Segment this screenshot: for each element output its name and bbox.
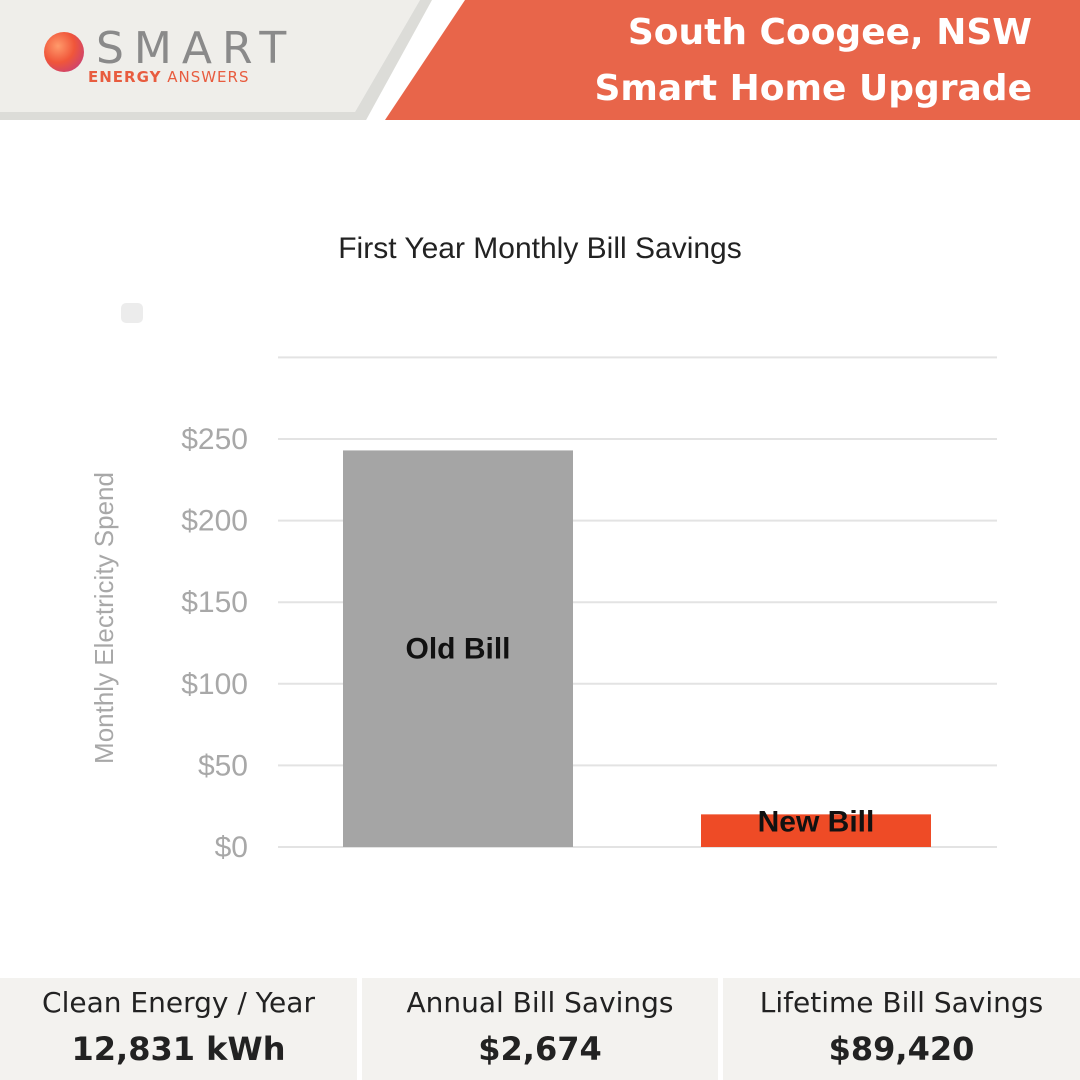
stat-annual-savings: Annual Bill Savings $2,674 <box>362 978 718 1080</box>
y-tick-label: $200 <box>181 505 248 538</box>
chart-title: First Year Monthly Bill Savings <box>338 232 742 265</box>
header-orange-panel <box>385 0 1080 120</box>
header-subtitle: Smart Home Upgrade <box>594 68 1032 109</box>
y-tick-label: $150 <box>181 586 248 619</box>
bar-new-bill <box>701 814 931 847</box>
stat-lifetime-savings-value: $89,420 <box>828 1030 975 1068</box>
y-tick-label: $250 <box>181 423 248 456</box>
y-tick-label: $0 <box>215 831 248 864</box>
header-grey-panel <box>0 0 420 112</box>
bar-layer: Old Bill New Bill <box>343 450 931 847</box>
stat-annual-savings-value: $2,674 <box>478 1030 602 1068</box>
stat-clean-energy: Clean Energy / Year 12,831 kWh <box>0 978 357 1080</box>
y-axis-label: Monthly Electricity Spend <box>89 472 119 764</box>
logo-tagline-rest: ANSWERS <box>161 68 250 86</box>
logo-icon <box>44 32 84 72</box>
y-axis-ticks: $0 $50 $100 $150 $200 $250 <box>181 423 248 864</box>
logo-tagline-bold: ENERGY <box>88 68 162 86</box>
bill-savings-chart: First Year Monthly Bill Savings $0 $50 $10… <box>89 232 997 864</box>
logo-tagline: ENERGY ANSWERS <box>88 68 249 86</box>
stat-annual-savings-label: Annual Bill Savings <box>406 986 674 1019</box>
stat-lifetime-savings-label: Lifetime Bill Savings <box>759 986 1044 1019</box>
y-tick-label: $100 <box>181 668 248 701</box>
logo-wordmark: SMART <box>96 23 297 74</box>
bar-label-old-bill: Old Bill <box>406 633 511 666</box>
stat-lifetime-savings: Lifetime Bill Savings $89,420 <box>723 978 1080 1080</box>
legend-swatch <box>121 303 143 323</box>
stat-clean-energy-value: 12,831 kWh <box>71 1030 286 1068</box>
bar-label-new-bill: New Bill <box>758 805 875 838</box>
stat-clean-energy-label: Clean Energy / Year <box>42 986 315 1019</box>
y-tick-label: $50 <box>198 749 248 782</box>
header-location: South Coogee, NSW <box>627 12 1032 53</box>
header-background <box>0 0 1080 120</box>
bar-old-bill <box>343 450 573 847</box>
